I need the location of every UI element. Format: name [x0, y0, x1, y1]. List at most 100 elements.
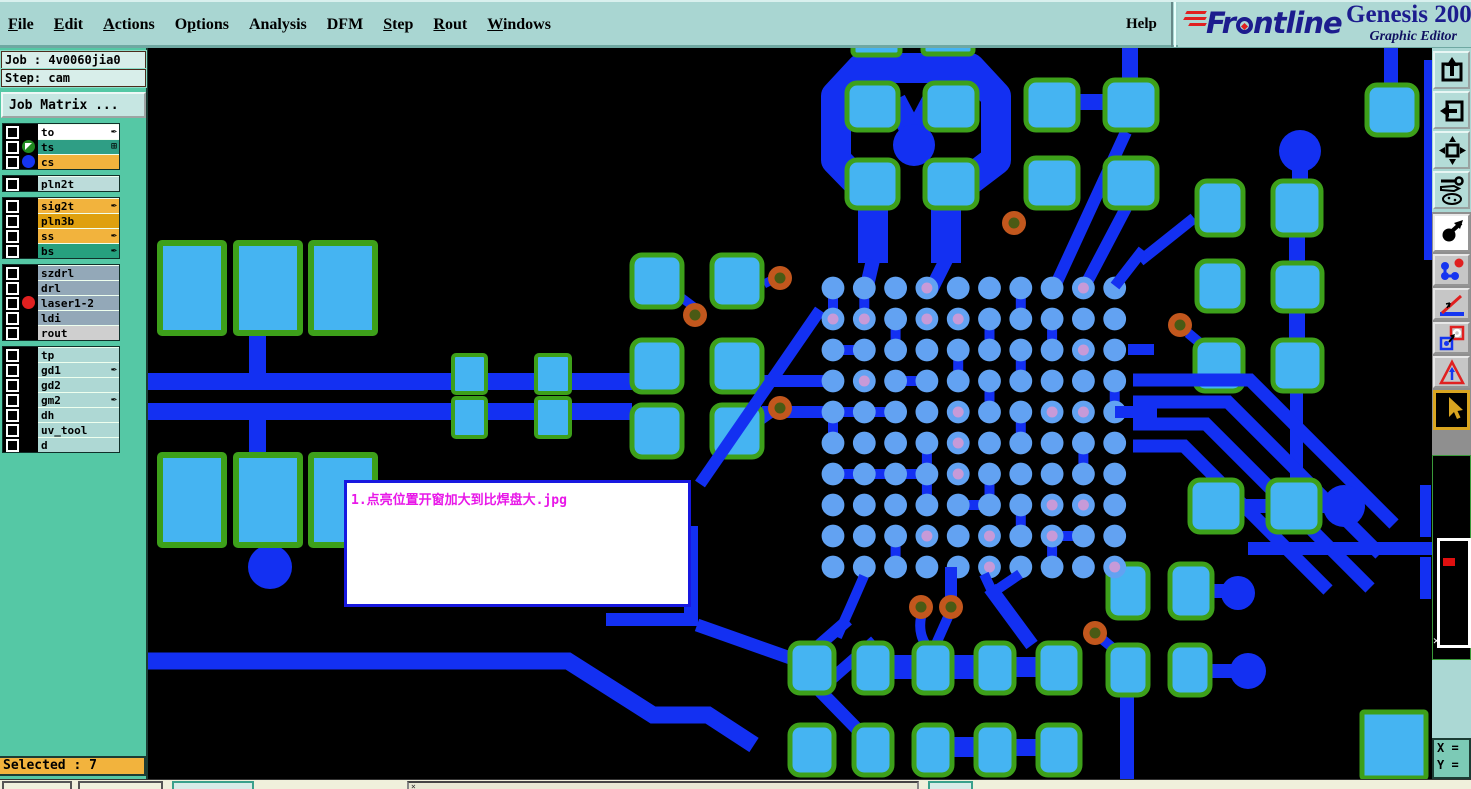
layer-visibility-checkbox[interactable]: [3, 437, 21, 452]
layer-visibility-checkbox[interactable]: [3, 325, 21, 340]
layer-name[interactable]: to: [38, 124, 119, 139]
menu-windows[interactable]: Windows: [487, 15, 551, 33]
layer-name[interactable]: bs: [38, 243, 119, 258]
bottom-button-2[interactable]: [78, 781, 163, 789]
layer-row-cs: cs: [3, 154, 119, 169]
layer-name[interactable]: pln2t: [38, 176, 119, 191]
step-field[interactable]: Step: cam: [0, 68, 147, 88]
menu-options[interactable]: Options: [174, 15, 229, 33]
menu-rout[interactable]: Rout: [433, 15, 468, 33]
layer-icon-slot: [21, 295, 38, 310]
layer-group: to ✒ ts ⊞ cs: [2, 123, 120, 170]
red-dot-icon[interactable]: [22, 296, 35, 309]
triangle-marker-button[interactable]: [1433, 356, 1470, 388]
layer-name[interactable]: uv_tool: [38, 422, 119, 437]
layer-row-sig2t: sig2t ✒: [3, 198, 119, 213]
layer-visibility-checkbox[interactable]: [3, 280, 21, 295]
layer-name[interactable]: gd1: [38, 362, 119, 377]
layer-icon-slot: [21, 280, 38, 295]
job-field[interactable]: Job : 4v0060jia0: [0, 50, 147, 70]
menu-dfm[interactable]: DFM: [326, 15, 364, 33]
frontline-speed-lines-icon: [1183, 11, 1207, 33]
layer-visibility-checkbox[interactable]: [3, 198, 21, 213]
layer-name[interactable]: ldi: [38, 310, 119, 325]
layer-icon-slot: [21, 362, 38, 377]
net-points-button[interactable]: [1433, 254, 1470, 286]
layer-visibility-checkbox[interactable]: [3, 228, 21, 243]
tools-button[interactable]: [1433, 171, 1470, 209]
menu-actions[interactable]: Actions: [103, 15, 155, 33]
select-move-button[interactable]: [1433, 214, 1470, 252]
layer-visibility-checkbox[interactable]: [3, 392, 21, 407]
layer-icon-slot: [21, 325, 38, 340]
layer-list: to ✒ ts ⊞ cs: [2, 123, 120, 458]
blue-dot-icon[interactable]: [22, 155, 35, 168]
pcb-canvas[interactable]: 1.点亮位置开窗加大到比焊盘大.jpg: [148, 48, 1432, 779]
y-coordinate: Y =: [1437, 758, 1459, 772]
layer-visibility-checkbox[interactable]: [3, 362, 21, 377]
measure-angle-button[interactable]: [1433, 288, 1470, 320]
menu-step[interactable]: Step: [383, 15, 414, 33]
layer-name[interactable]: gm2: [38, 392, 119, 407]
layer-name[interactable]: laser1-2: [38, 295, 119, 310]
layer-name[interactable]: dh: [38, 407, 119, 422]
layer-icon-slot: [21, 243, 38, 258]
layer-visibility-checkbox[interactable]: [3, 295, 21, 310]
layer-name[interactable]: rout: [38, 325, 119, 340]
menu-edit[interactable]: Edit: [53, 15, 84, 33]
bottom-command-bar: ×: [0, 779, 1471, 789]
layer-name[interactable]: pln3b: [38, 213, 119, 228]
layer-visibility-checkbox[interactable]: [3, 265, 21, 280]
layer-visibility-checkbox[interactable]: [3, 407, 21, 422]
command-input[interactable]: ×: [407, 781, 919, 789]
layer-name[interactable]: sig2t: [38, 198, 119, 213]
layer-visibility-checkbox[interactable]: [3, 377, 21, 392]
layer-name[interactable]: gd2: [38, 377, 119, 392]
bottom-button-1[interactable]: [2, 781, 72, 789]
menu-file[interactable]: File: [8, 15, 34, 33]
layer-visibility-checkbox[interactable]: [3, 124, 21, 139]
layer-visibility-checkbox[interactable]: [3, 243, 21, 258]
layer-visibility-checkbox[interactable]: [3, 154, 21, 169]
coordinate-readout: X = Y =: [1432, 738, 1471, 779]
layer-name[interactable]: ts: [38, 139, 119, 154]
layer-visibility-checkbox[interactable]: [3, 310, 21, 325]
layer-visibility-checkbox[interactable]: [3, 139, 21, 154]
layer-group: tp gd1 ✒ gd2 gm2: [2, 346, 120, 453]
layer-visibility-checkbox[interactable]: [3, 176, 21, 191]
paste-up-button[interactable]: [1433, 51, 1470, 89]
layer-row-laser1-2: laser1-2: [3, 295, 119, 310]
menu-help[interactable]: Help: [1126, 16, 1157, 32]
menu-analysis[interactable]: Analysis: [248, 15, 307, 33]
layer-visibility-checkbox[interactable]: [3, 213, 21, 228]
layer-name[interactable]: ss: [38, 228, 119, 243]
navigator-content-marker: [1443, 558, 1455, 566]
bottom-button-4[interactable]: [928, 781, 973, 789]
menubar-divider: [1171, 2, 1176, 47]
overview-navigator[interactable]: ✕: [1432, 455, 1471, 660]
navigator-viewport-rect[interactable]: [1437, 538, 1471, 648]
layer-name[interactable]: tp: [38, 347, 119, 362]
bottom-button-3[interactable]: [172, 781, 254, 789]
layer-visibility-checkbox[interactable]: [3, 422, 21, 437]
paste-left-button[interactable]: [1433, 91, 1470, 129]
job-matrix-button[interactable]: Job Matrix ...: [1, 92, 146, 118]
bga-grid: [821, 276, 1127, 579]
layer-group: szdrl drl laser1-2: [2, 264, 120, 341]
fit-view-button[interactable]: [1433, 131, 1470, 169]
swap-symbols-button[interactable]: [1433, 322, 1470, 354]
layer-group: sig2t ✒ pln3b ss ✒: [2, 197, 120, 259]
layer-name[interactable]: drl: [38, 280, 119, 295]
cursor-select-button[interactable]: [1433, 390, 1470, 430]
layer-visibility-checkbox[interactable]: [3, 347, 21, 362]
work-layer-icon[interactable]: [22, 140, 35, 153]
pcb-left: [148, 240, 833, 753]
layer-icon-slot: [21, 213, 38, 228]
pcb-top-right: [1023, 48, 1432, 287]
layer-name[interactable]: szdrl: [38, 265, 119, 280]
layer-name[interactable]: cs: [38, 154, 119, 169]
layer-name[interactable]: d: [38, 437, 119, 452]
layer-row-rout: rout: [3, 325, 119, 340]
layer-icon-slot: [21, 139, 38, 154]
pcb-top-ring: [821, 48, 1026, 294]
